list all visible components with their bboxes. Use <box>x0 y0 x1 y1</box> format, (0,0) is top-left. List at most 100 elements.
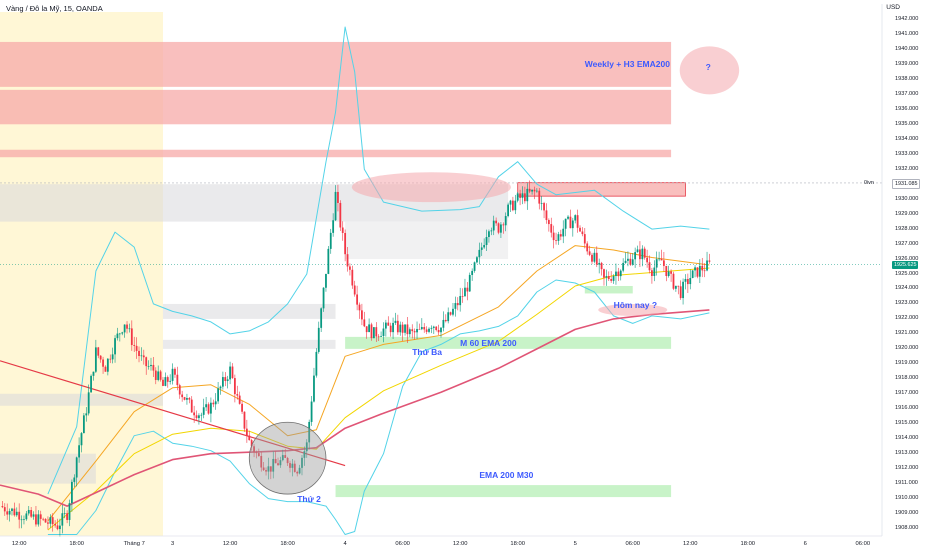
candle-body <box>641 248 644 260</box>
candle-body <box>291 463 294 468</box>
candle-body <box>18 511 21 520</box>
price-tick-label: 1937.000 <box>895 90 919 97</box>
candle-body <box>502 224 505 226</box>
ema-yellow <box>47 267 710 531</box>
candle-body <box>313 375 315 402</box>
candle-body <box>679 286 682 299</box>
label-hom-nay: Hôm nay ? <box>613 300 658 311</box>
candle-body <box>372 327 375 339</box>
candle-body <box>514 200 517 211</box>
candle-body <box>579 227 581 232</box>
candle-body <box>686 278 689 285</box>
last-price-tag: 1925.625 <box>892 260 919 269</box>
candle-body <box>188 398 191 400</box>
candle-body <box>634 252 637 260</box>
label-ema200-m30: EMA 200 M30 <box>479 469 534 480</box>
candle-body <box>217 388 220 402</box>
zone-grey-5 <box>0 393 163 406</box>
candle-body <box>708 260 711 262</box>
candle-body <box>193 412 196 416</box>
candle-body <box>466 287 469 292</box>
time-tick-label: 06:00 <box>625 541 640 547</box>
candle-body <box>253 446 255 453</box>
candle-body <box>109 358 112 360</box>
candle-body <box>523 193 526 202</box>
candle-body <box>464 287 466 297</box>
candle-body <box>142 355 145 358</box>
candle-body <box>667 271 670 276</box>
candle-body <box>490 230 493 232</box>
candle-body <box>555 240 557 241</box>
candle-body <box>509 200 512 205</box>
time-tick-label: 3 <box>170 541 175 547</box>
label-m60-ema200: M 60 EMA 200 <box>460 337 517 348</box>
marked-level-tag: 1931.085 <box>892 178 921 189</box>
candle-body <box>526 188 529 202</box>
candle-body <box>260 455 263 468</box>
candle-body <box>164 377 167 386</box>
candle-body <box>682 281 684 299</box>
candle-body <box>497 223 500 233</box>
candle-body <box>27 509 30 514</box>
candle-body <box>8 511 11 515</box>
candle-body <box>121 332 124 334</box>
time-tick-label: 06:00 <box>855 541 871 547</box>
candle-body <box>42 518 45 520</box>
candle-body <box>454 303 457 309</box>
candle-body <box>219 386 222 389</box>
zone-resistance-3 <box>0 149 672 158</box>
candle-body <box>363 319 366 327</box>
candle-body <box>694 267 696 271</box>
price-tick-label: 1920.000 <box>895 345 919 352</box>
candle-body <box>416 329 418 333</box>
candle-body <box>540 203 543 204</box>
candle-body <box>257 453 260 456</box>
bb-lower <box>47 279 710 535</box>
candle-body <box>504 216 507 226</box>
candle-body <box>32 514 35 517</box>
candle-body <box>25 513 28 520</box>
candle-body <box>547 220 550 225</box>
label-thu-ba: Thứ Ba <box>412 346 443 357</box>
candle-body <box>456 303 459 306</box>
candle-body <box>615 271 617 277</box>
candle-body <box>214 401 217 405</box>
price-tick-label: 1919.000 <box>895 360 919 367</box>
zones-layer <box>0 41 686 498</box>
candle-body <box>531 189 533 192</box>
candle-body <box>250 440 253 447</box>
candle-body <box>135 345 138 351</box>
candle-body <box>701 265 704 271</box>
candle-body <box>512 200 514 211</box>
candle-body <box>447 312 450 322</box>
price-tick-label: 1926.000 <box>895 255 919 262</box>
time-tick-label: 06:00 <box>395 541 410 547</box>
time-tick-label: 5 <box>573 541 577 547</box>
candle-body <box>212 402 215 405</box>
candle-body <box>665 265 668 276</box>
candle-body <box>576 215 579 228</box>
candle-body <box>639 249 641 260</box>
price-tick-label: 1938.000 <box>895 75 919 82</box>
candle-body <box>3 507 6 512</box>
candle-body <box>178 385 181 395</box>
candle-body <box>442 319 445 328</box>
candle-body <box>315 351 318 376</box>
candle-body <box>310 401 313 422</box>
ellipse-layer <box>248 46 740 495</box>
ema-200 <box>0 309 710 507</box>
candle-body <box>648 262 651 271</box>
price-tick-label: 1927.000 <box>895 240 919 247</box>
candle-body <box>588 251 591 255</box>
candle-body <box>305 442 308 452</box>
candle-body <box>538 190 541 204</box>
candle-body <box>437 330 440 333</box>
candle-body <box>85 413 88 416</box>
candle-body <box>152 364 155 371</box>
candle-body <box>691 270 694 278</box>
candle-body <box>147 366 150 367</box>
candle-body <box>78 445 80 458</box>
candle-body <box>365 326 368 333</box>
candle-body <box>411 329 414 332</box>
